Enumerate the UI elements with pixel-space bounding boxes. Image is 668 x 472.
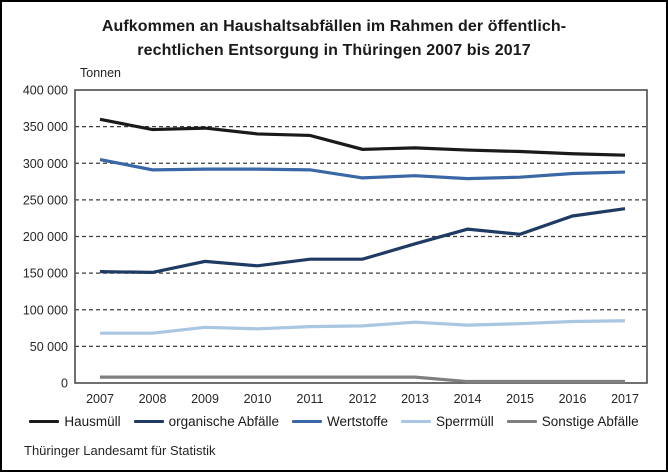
series-line-wertstoffe xyxy=(99,158,626,181)
legend-item: organische Abfälle xyxy=(133,414,279,429)
legend-line-swatch xyxy=(133,419,164,424)
x-axis-tick-label: 2014 xyxy=(454,392,482,406)
chart-title-line2: rechtlichen Entsorgung in Thüringen 2007… xyxy=(137,42,531,59)
legend-line-swatch xyxy=(506,419,537,424)
y-axis-tick-label: 350 000 xyxy=(23,120,68,134)
y-axis-unit-label: Tonnen xyxy=(80,66,122,80)
chart-legend: Hausmüll organische Abfälle Wertstoffe Sper… xyxy=(2,414,666,429)
x-axis-tick-label: 2008 xyxy=(139,392,167,406)
legend-label: Sperrmüll xyxy=(436,414,494,429)
legend-item: Wertstoffe xyxy=(291,414,389,429)
chart-title: Aufkommen an Haushaltsabfällen im Rahmen… xyxy=(2,15,666,63)
series-line-sonstige-abfälle xyxy=(100,375,625,384)
x-axis-tick-label: 2009 xyxy=(191,392,219,406)
x-axis-tick-label: 2012 xyxy=(349,392,377,406)
y-axis-tick-label: 0 xyxy=(61,377,68,391)
legend-item: Sperrmüll xyxy=(401,414,494,429)
legend-label: Sonstige Abfälle xyxy=(541,414,639,429)
legend-item: Sonstige Abfälle xyxy=(506,414,639,429)
x-axis-tick-label: 2010 xyxy=(244,392,272,406)
legend-line-swatch xyxy=(291,419,322,424)
y-axis-tick-label: 50 000 xyxy=(30,340,68,354)
x-axis-tick-label: 2017 xyxy=(611,392,639,406)
y-axis-tick-label: 100 000 xyxy=(23,303,68,317)
y-axis-tick-label: 150 000 xyxy=(23,267,68,281)
y-axis-tick-label: 300 000 xyxy=(23,157,68,171)
x-axis-tick-label: 2016 xyxy=(559,392,587,406)
legend-line-swatch xyxy=(401,419,432,424)
plot-border xyxy=(74,89,648,384)
series-line-hausmüll xyxy=(99,117,626,157)
y-axis-tick-label: 200 000 xyxy=(23,230,68,244)
legend-item: Hausmüll xyxy=(29,414,121,429)
y-axis-tick-label: 400 000 xyxy=(23,84,68,98)
legend-line-swatch xyxy=(29,419,60,424)
legend-label: Wertstoffe xyxy=(326,414,389,429)
x-axis-tick-label: 2013 xyxy=(401,392,429,406)
x-axis-tick-label: 2007 xyxy=(86,392,114,406)
y-axis-tick-label: 250 000 xyxy=(23,193,68,207)
legend-label: organische Abfälle xyxy=(168,414,279,429)
x-axis-tick-label: 2015 xyxy=(506,392,534,406)
series-line-sperrmüll xyxy=(100,319,626,335)
chart-title-line1: Aufkommen an Haushaltsabfällen im Rahmen… xyxy=(101,18,567,35)
legend-label: Hausmüll xyxy=(64,414,121,429)
source-note: Thüringer Landesamt für Statistik xyxy=(24,443,216,458)
series-line-organische-abfälle xyxy=(99,207,626,274)
x-axis-tick-label: 2011 xyxy=(297,392,324,406)
